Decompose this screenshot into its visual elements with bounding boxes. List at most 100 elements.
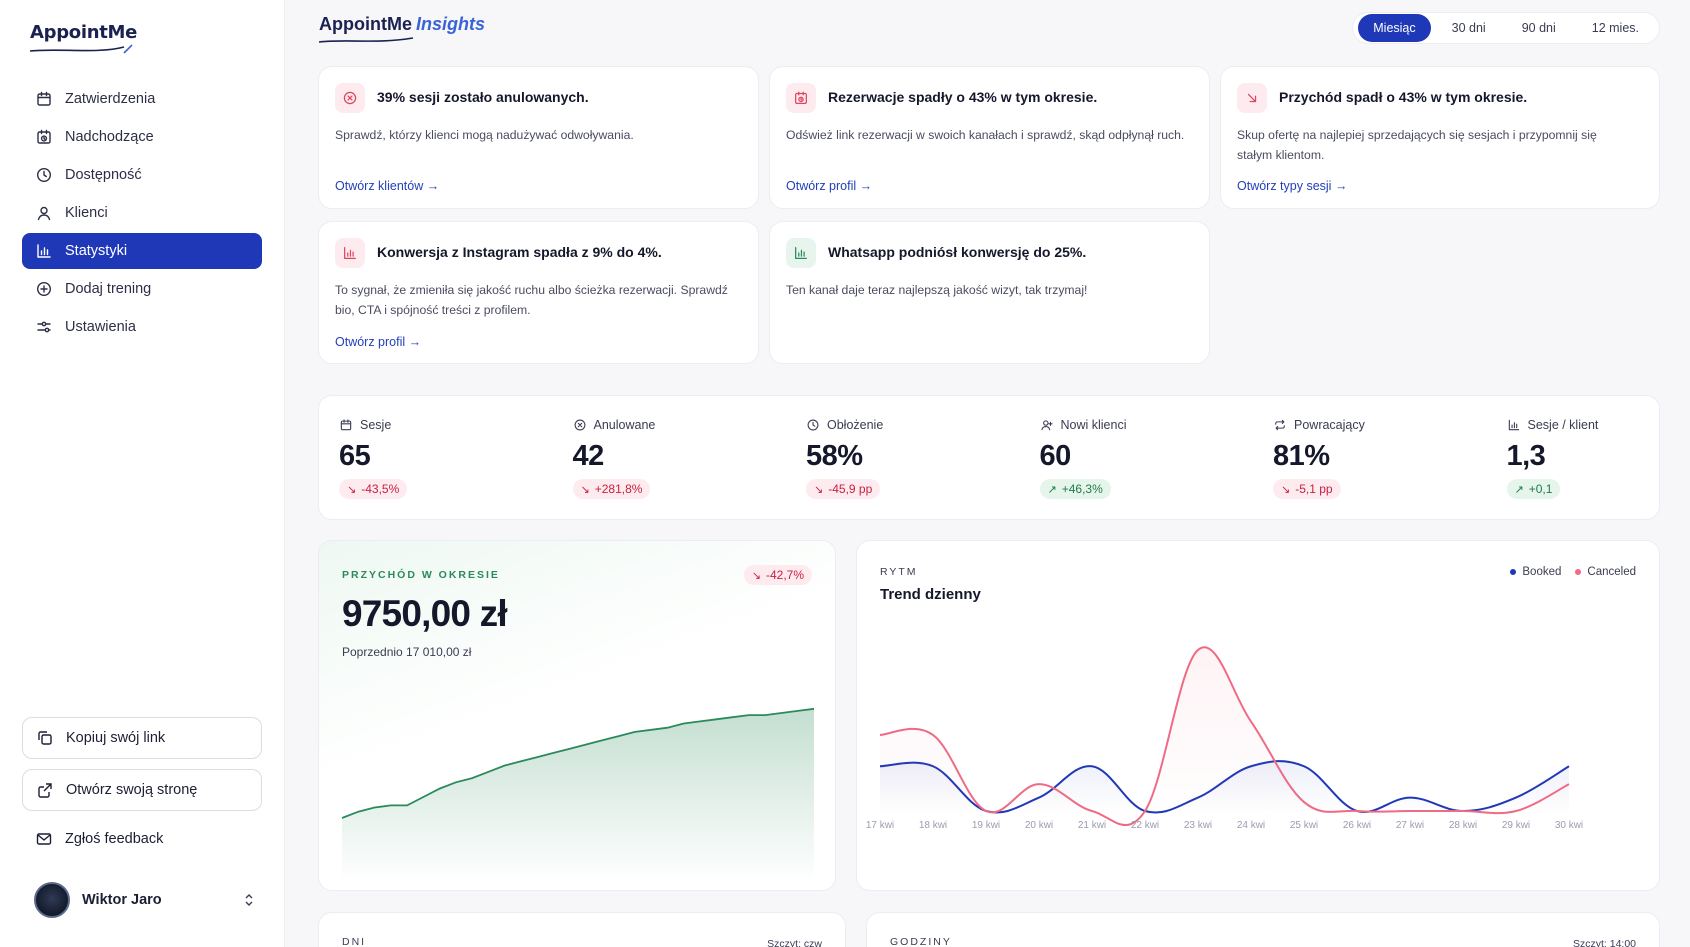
x-tick-label: 18 kwi — [919, 820, 947, 831]
hours-label: GODZINY — [890, 936, 952, 947]
range-option[interactable]: 30 dni — [1451, 21, 1486, 35]
sidebar-item-dostępność[interactable]: Dostępność — [22, 157, 262, 193]
clock-icon — [35, 166, 53, 184]
clock-icon — [806, 418, 820, 432]
trend-line-canceled — [879, 646, 1570, 826]
calendar-clock-icon — [35, 128, 53, 146]
arrow-down-right-icon: ↘ — [347, 483, 357, 496]
kpi-label-row: Nowi klienci — [1040, 418, 1240, 432]
x-tick-label: 27 kwi — [1396, 820, 1424, 831]
open-page-button[interactable]: Otwórz swoją stronę — [22, 769, 262, 811]
revenue-area — [342, 708, 814, 881]
kpi-value: 1,3 — [1506, 440, 1546, 472]
arrow-down-right-icon: ↘ — [1281, 483, 1291, 496]
user-icon — [35, 204, 53, 222]
insight-link[interactable]: Otwórz profil → — [786, 179, 872, 193]
x-tick-label: 23 kwi — [1184, 820, 1212, 831]
user-menu[interactable]: Wiktor Jaro — [34, 880, 256, 920]
kpi-delta-badge: ↘ +281,8% — [572, 479, 651, 499]
insight-description: Odśwież link rezerwacji w swoich kanałac… — [786, 128, 1185, 142]
range-option[interactable]: 12 mies. — [1591, 21, 1639, 35]
insight-link[interactable]: Otwórz typy sesji → — [1237, 179, 1347, 193]
insight-icon-box — [335, 83, 365, 113]
revenue-value: 9750,00 zł — [342, 593, 508, 634]
revenue-previous: Poprzednio 17 010,00 zł — [342, 645, 472, 659]
legend-dot — [1575, 569, 1582, 575]
legend-dot — [1510, 569, 1517, 575]
revenue-line — [341, 707, 815, 819]
revenue-label: PRZYCHÓD W OKRESIE — [342, 569, 500, 581]
arrow-right-icon: → — [1334, 179, 1348, 193]
insight-link-label: Otwórz profil — [786, 179, 857, 193]
copy-link-button[interactable]: Kopiuj swój link — [22, 717, 262, 759]
kpi-obłożenie: Obłożenie 58% ↘ -45,9 pp — [806, 418, 1006, 499]
copy-link-label: Kopiuj swój link — [66, 730, 166, 746]
kpi-label-row: Anulowane — [573, 418, 773, 432]
sidebar-item-klienci[interactable]: Klienci — [22, 195, 262, 231]
insight-card: Konwersja z Instagram spadła z 9% do 4%.… — [318, 221, 759, 364]
user-plus-icon — [1040, 418, 1054, 432]
avatar — [34, 882, 70, 918]
kpi-sesje-klient: Sesje / klient 1,3 ↗ +0,1 — [1506, 418, 1690, 499]
sidebar-item-label: Statystyki — [65, 243, 128, 259]
insight-link[interactable]: Otwórz klientów → — [335, 179, 439, 193]
feedback-label: Zgłoś feedback — [65, 831, 164, 847]
sidebar-item-dodaj-trening[interactable]: Dodaj trening — [22, 271, 262, 307]
arrow-up-right-icon: ↗ — [1514, 483, 1524, 496]
sidebar: AppointMe Zatwierdzenia Nadchodzące Dostęp… — [0, 0, 285, 947]
kpi-nowi-klienci: Nowi klienci 60 ↗ +46,3% — [1039, 418, 1240, 499]
chevron-up-down-icon[interactable] — [242, 893, 256, 907]
kpi-value: 60 — [1039, 440, 1072, 472]
app-logo[interactable]: AppointMe — [30, 22, 138, 43]
revenue-card: PRZYCHÓD W OKRESIE ↘ -42,7% 9750,00 zł P… — [318, 540, 836, 891]
kpi-delta: +0,1 — [1528, 482, 1553, 496]
calendar-icon — [339, 418, 353, 432]
kpi-delta: +281,8% — [594, 482, 643, 496]
brand-swoosh-icon — [318, 37, 414, 43]
insight-description: Skup ofertę na najlepiej sprzedających s… — [1237, 128, 1597, 162]
legend-booked-label: Booked — [1522, 566, 1562, 578]
calendar-clock-icon — [793, 90, 809, 106]
feedback-link[interactable]: Zgłoś feedback — [35, 830, 163, 848]
sidebar-item-label: Dodaj trening — [65, 281, 152, 297]
hours-peak: Szczyt: 14:00 — [1572, 938, 1636, 947]
kpi-delta-badge: ↘ -45,9 pp — [806, 479, 881, 499]
kpi-delta-badge: ↘ -43,5% — [339, 479, 408, 499]
range-option[interactable]: 90 dni — [1521, 21, 1556, 35]
external-link-icon — [36, 781, 54, 799]
range-option[interactable]: Miesiąc — [1358, 14, 1431, 42]
range-selector: Miesiąc 30 dni 90 dni 12 mies. — [1352, 12, 1660, 44]
kpi-label: Powracający — [1294, 418, 1365, 432]
legend-canceled-label: Canceled — [1587, 566, 1636, 578]
calendar-icon — [35, 90, 53, 108]
sidebar-item-statystyki[interactable]: Statystyki — [22, 233, 262, 269]
x-tick-label: 20 kwi — [1025, 820, 1053, 831]
legend-booked: Booked — [1510, 566, 1561, 578]
bar-chart-icon — [342, 245, 358, 261]
sidebar-item-zatwierdzenia[interactable]: Zatwierdzenia — [22, 81, 262, 117]
kpi-powracający: Powracający 81% ↘ -5,1 pp — [1273, 418, 1473, 499]
plus-circle-icon — [35, 280, 53, 298]
trend-legend: Booked Canceled — [1496, 566, 1636, 578]
trend-title: Trend dzienny — [880, 586, 981, 603]
insight-link[interactable]: Otwórz profil → — [335, 335, 421, 349]
trend-card: RYTM Trend dzienny Booked Canceled 17 kw… — [856, 540, 1660, 891]
x-tick-label: 22 kwi — [1131, 820, 1159, 831]
arrow-down-right-icon: ↘ — [814, 483, 824, 496]
sidebar-item-label: Ustawienia — [65, 319, 136, 335]
kpi-sesje: Sesje 65 ↘ -43,5% — [339, 418, 539, 499]
insight-card: Rezerwacje spadły o 43% w tym okresie. O… — [769, 66, 1210, 209]
kpi-delta-badge: ↗ +0,1 — [1506, 479, 1561, 499]
arrow-down-right-icon — [1244, 90, 1260, 106]
kpi-value: 42 — [572, 440, 605, 472]
x-tick-label: 21 kwi — [1078, 820, 1106, 831]
kpi-label: Anulowane — [593, 418, 656, 432]
sidebar-item-ustawienia[interactable]: Ustawienia — [22, 309, 262, 345]
sidebar-item-nadchodzące[interactable]: Nadchodzące — [22, 119, 262, 155]
main-content: AppointMe Insights Miesiąc 30 dni 90 dni 12 … — [285, 0, 1690, 947]
insight-card: Whatsapp podniósł konwersję do 25%. Ten … — [769, 221, 1210, 364]
kpi-label-row: Sesje / klient — [1507, 418, 1690, 432]
revenue-chart — [341, 707, 815, 881]
x-tick-label: 19 kwi — [972, 820, 1000, 831]
kpi-delta: +46,3% — [1061, 482, 1103, 496]
